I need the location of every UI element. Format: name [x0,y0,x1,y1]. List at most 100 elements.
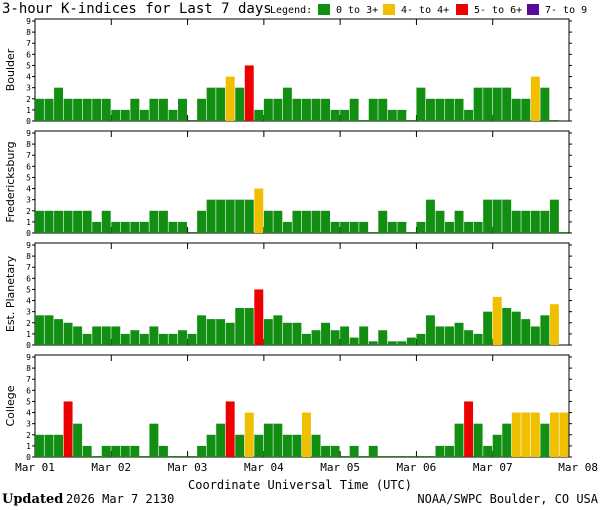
x-tick-label: Mar 06 [397,461,437,474]
k-index-bar [302,333,311,345]
y-tick-label: 5 [26,285,31,294]
y-tick-label: 2 [26,95,31,104]
k-index-bar [44,434,54,457]
k-index-bar [263,98,273,121]
y-tick-label: 5 [26,397,31,406]
k-index-bar [82,445,92,457]
x-axis-title: Coordinate Universal Time (UTC) [188,478,412,492]
x-tick-label: Mar 02 [91,461,131,474]
k-index-bar [244,65,254,121]
k-index-bar [130,98,140,121]
k-index-bar [397,221,407,233]
k-index-bar [73,423,83,457]
k-index-bar [473,423,483,457]
x-tick-label: Mar 04 [244,461,284,474]
k-index-bar [311,434,321,457]
k-index-bar [101,210,111,233]
k-index-bar [559,232,569,233]
k-index-bar [378,210,388,233]
y-tick-label: 3 [26,420,31,429]
y-tick-label: 8 [26,28,31,37]
k-index-bar [349,221,359,233]
y-tick-label: 6 [26,162,31,171]
k-index-bar [63,322,73,345]
k-index-bar [483,199,493,233]
k-index-bar [187,333,197,345]
k-index-bar [302,98,311,121]
k-index-bar [530,210,540,233]
k-index-bar [359,326,369,345]
k-index-bar [35,434,44,457]
k-index-bar [216,87,226,121]
k-index-bar [349,445,359,457]
k-index-bar [158,445,168,457]
y-axis-label: Fredericksburg [4,141,17,222]
legend-swatch-storm [456,4,468,15]
k-index-bar [139,221,149,233]
k-index-bar [35,315,44,345]
k-index-bar [445,98,454,121]
k-index-bar [149,326,159,345]
k-index-bar [454,210,464,233]
k-index-bar [435,98,445,121]
k-index-bar [521,210,531,233]
k-index-bar [273,210,283,233]
panel-3: College 0 1 2 3 4 5 6 7 8 9 [4,353,572,462]
k-index-bar [263,210,273,233]
k-index-bar [464,401,474,457]
k-index-bar [406,120,416,121]
y-tick-label: 0 [26,229,31,238]
y-tick-label: 1 [26,330,31,339]
y-axis-label: Boulder [4,48,17,91]
k-index-bar [435,210,445,233]
k-index-bar [92,456,102,457]
k-index-bar [35,98,44,121]
y-tick-label: 9 [26,129,31,138]
k-index-bar [349,337,359,345]
k-index-bar [321,445,331,457]
y-tick-label: 7 [26,263,31,272]
k-index-bar [54,434,64,457]
k-index-bar [387,109,397,121]
y-axis-label: Est. Planetary [4,255,17,332]
k-index-bar [445,221,454,233]
k-index-bar [435,445,445,457]
k-index-bar [511,311,521,345]
k-index-bar [483,87,493,121]
panel-0: Boulder 0 1 2 3 4 5 6 7 8 9 [4,17,572,126]
legend-item-storm: 5- to 6+ [474,5,522,16]
k-index-bar [302,210,311,233]
k-index-bar [54,210,64,233]
k-index-bar [73,210,83,233]
k-index-bar [111,326,121,345]
legend-swatch-severe [527,4,539,15]
y-tick-label: 7 [26,151,31,160]
y-tick-label: 3 [26,196,31,205]
k-index-bar [445,326,454,345]
k-index-bar [321,98,331,121]
k-index-bar [540,423,550,457]
k-index-bar [549,199,559,233]
updated-time: 2026 Mar 7 2130 [66,492,174,506]
k-index-bar [511,210,521,233]
y-tick-label: 4 [26,409,31,418]
k-index-bar [158,210,168,233]
k-index-bar [540,87,550,121]
panel-2: Est. Planetary 0 1 2 3 4 5 6 7 8 9 [4,241,572,350]
k-index-bar [282,434,292,457]
x-tick-label: Mar 08 [558,461,598,474]
k-index-bar [311,330,321,345]
k-index-bar [464,109,474,121]
k-index-bar [378,330,388,345]
k-index-bar [464,221,474,233]
k-index-bar [63,210,73,233]
k-index-bar [130,445,140,457]
k-index-bar [44,98,54,121]
k-index-bar [139,109,149,121]
y-tick-label: 2 [26,207,31,216]
k-index-bar [197,445,207,457]
x-axis-ticks: Mar 01 Mar 02 Mar 03 Mar 04 Mar 05 Mar 06 Mar … [15,461,598,474]
x-tick-label: Mar 01 [15,461,55,474]
k-index-bar [254,289,264,345]
k-index-bar [130,221,140,233]
